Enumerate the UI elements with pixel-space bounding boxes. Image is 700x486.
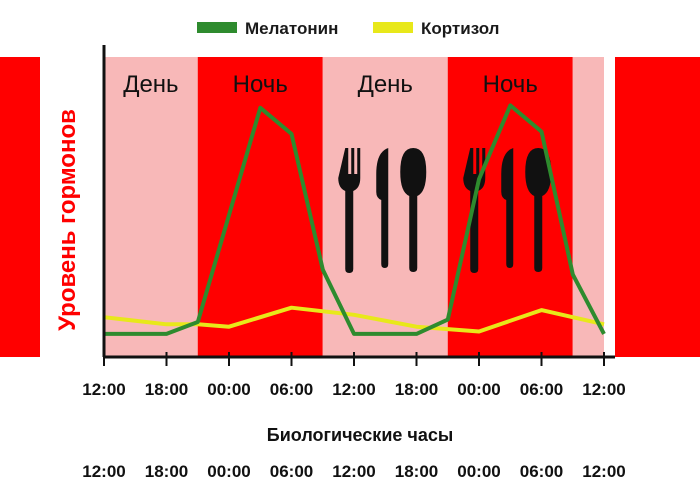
legend-swatch-cortisol: [373, 22, 413, 33]
x-tick-label: 12:00: [582, 380, 625, 399]
legend-swatch-melatonin: [197, 22, 237, 33]
knife-icon: [376, 148, 389, 268]
band-night-1: [197, 57, 323, 357]
x-tick-labels: 12:00 18:00 00:00 06:00 12:00 18:00 00:00 06:00…: [82, 380, 625, 399]
bottom-time-label: 06:00: [520, 462, 563, 481]
fork-icon: [338, 148, 361, 273]
x-tick-label: 12:00: [332, 380, 375, 399]
band-day-0: [104, 57, 198, 357]
legend-label-cortisol: Кортизол: [421, 19, 499, 38]
bottom-time-label: 00:00: [457, 462, 500, 481]
spoon-icon: [525, 148, 552, 272]
bottom-time-label: 18:00: [395, 462, 438, 481]
legend: Мелатонин Кортизол: [197, 19, 499, 38]
band-label-2: День: [358, 71, 413, 98]
bottom-time-label: 00:00: [207, 462, 250, 481]
bottom-time-label: 12:00: [82, 462, 125, 481]
series-line-melatonin: [104, 103, 606, 336]
x-tick-label: 00:00: [207, 380, 250, 399]
series-lines: [103, 103, 606, 336]
x-axis-title: Биологические часы: [267, 425, 453, 445]
band-label-1: Ночь: [233, 71, 288, 98]
legend-label-melatonin: Мелатонин: [245, 19, 338, 38]
y-axis-label: Уровень гормонов: [54, 109, 81, 331]
bottom-time-label: 12:00: [332, 462, 375, 481]
x-tick-label: 06:00: [270, 380, 313, 399]
bottom-time-label: 18:00: [145, 462, 188, 481]
bottom-time-label: 06:00: [270, 462, 313, 481]
x-tick-label: 00:00: [457, 380, 500, 399]
right-frame-bar: [615, 57, 700, 357]
band-label-0: День: [123, 71, 178, 98]
bottom-time-labels: 12:00 18:00 00:00 06:00 12:00 18:00 00:00 06:00…: [82, 462, 625, 481]
band-day-4: [572, 57, 604, 357]
knife-icon: [501, 148, 514, 268]
cutlery-icon: [463, 148, 552, 273]
cutlery-icon: [338, 148, 427, 273]
bottom-time-label: 12:00: [582, 462, 625, 481]
x-tick-label: 18:00: [395, 380, 438, 399]
x-tick-marks: [103, 352, 605, 366]
x-tick-label: 18:00: [145, 380, 188, 399]
band-label-3: Ночь: [483, 71, 538, 98]
x-tick-label: 12:00: [82, 380, 125, 399]
x-tick-label: 06:00: [520, 380, 563, 399]
left-frame-bar: [0, 57, 40, 357]
time-bands: День Ночь День Ночь: [104, 57, 604, 357]
spoon-icon: [400, 148, 427, 272]
